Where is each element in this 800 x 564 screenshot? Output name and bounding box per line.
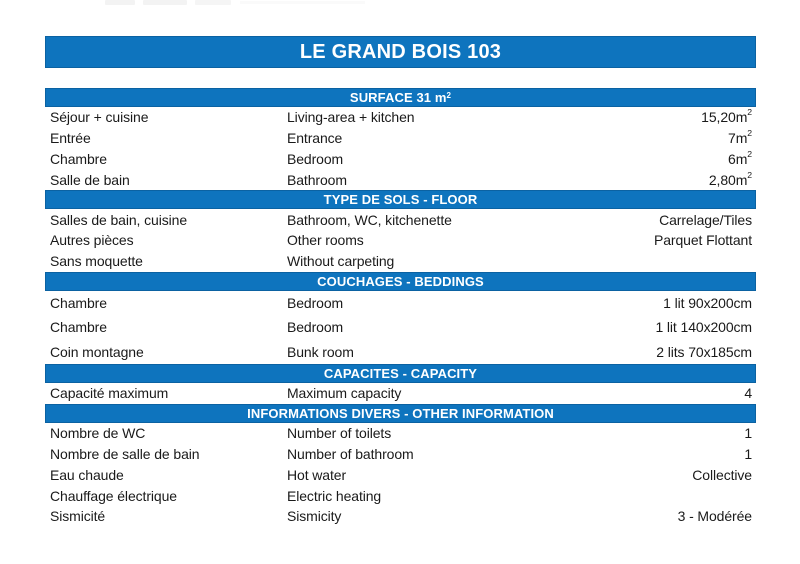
table-row: Nombre de WC Number of toilets 1 (45, 422, 756, 444)
row-label-fr: Sismicité (50, 508, 106, 525)
info-table: SURFACE 31 m 2 Séjour + cuisine Living-area… (45, 88, 756, 527)
page-title: LE GRAND BOIS 103 (299, 40, 502, 63)
section-header: TYPE DE SOLS - FLOOR (45, 190, 756, 210)
row-value: 7m2 (728, 128, 752, 147)
logo-fragment (105, 0, 135, 5)
row-label-en: Bedroom (287, 294, 344, 311)
row-value: Parquet Flottant (653, 232, 752, 249)
property-title-bar: LE GRAND BOIS 103 (45, 36, 756, 68)
row-label-fr: Chauffage électrique (50, 487, 177, 504)
table-row: Chambre Bedroom 6m2 (45, 148, 756, 170)
row-value: 6m2 (728, 149, 752, 167)
row-label-fr: Entrée (50, 130, 91, 147)
row-label-fr: Capacité maximum (50, 385, 169, 402)
section-floor: TYPE DE SOLS - FLOOR Salles de bain, cuis… (45, 190, 756, 272)
row-label-en: Bedroom (287, 150, 344, 167)
row-value: 1 (744, 446, 752, 463)
row-label-fr: Nombre de WC (50, 425, 146, 442)
row-label-en: Bedroom (287, 319, 344, 336)
row-label-en: Bunk room (287, 343, 354, 360)
table-row: Salles de bain, cuisine Bathroom, WC, kit… (45, 209, 756, 230)
section-surface: SURFACE 31 m 2 Séjour + cuisine Living-area… (45, 88, 756, 191)
row-label-en: Living-area + kitchen (287, 109, 415, 126)
table-row: Coin montagne Bunk room 2 lits 70x185cm (45, 339, 756, 365)
row-label-en: Number of bathroom (287, 446, 414, 463)
row-label-en: Sismicity (287, 508, 342, 525)
table-row: Eau chaude Hot water Collective (45, 464, 756, 486)
table-row: Nombre de salle de bain Number of bathroo… (45, 443, 756, 465)
row-label-fr: Sans moquette (50, 253, 143, 270)
row-label-fr: Nombre de salle de bain (50, 446, 200, 463)
row-label-en: Number of toilets (287, 425, 392, 442)
row-label-en: Without carpeting (287, 253, 395, 270)
table-row: Sismicité Sismicity 3 - Modérée (45, 506, 756, 527)
table-row: Salle de bain Bathroom 2,80m2 (45, 169, 756, 191)
table-row: Capacité maximum Maximum capacity 4 (45, 383, 756, 404)
row-value: 15,20m2 (701, 107, 752, 126)
row-value: 1 lit 140x200cm (655, 319, 752, 336)
section-header: CAPACITES - CAPACITY (45, 364, 756, 384)
row-label-en: Hot water (287, 466, 347, 483)
section-header: INFORMATIONS DIVERS - OTHER INFORMATION (45, 403, 756, 423)
table-row: Chambre Bedroom 1 lit 140x200cm (45, 315, 756, 340)
row-label-fr: Eau chaude (50, 466, 124, 483)
table-row: Sans moquette Without carpeting (45, 250, 756, 272)
row-label-fr: Chambre (50, 294, 107, 311)
section-other-information: INFORMATIONS DIVERS - OTHER INFORMATION N… (45, 403, 756, 527)
row-label-fr: Salles de bain, cuisine (50, 211, 188, 228)
row-value: 1 lit 90x200cm (663, 294, 752, 311)
logo-fragment (195, 0, 231, 5)
row-label-fr: Coin montagne (50, 343, 144, 360)
table-row: Entrée Entrance 7m2 (45, 127, 756, 149)
row-label-en: Bathroom, WC, kitchenette (287, 211, 452, 228)
table-row: Chauffage électrique Electric heating (45, 485, 756, 507)
row-label-en: Electric heating (287, 487, 382, 504)
row-value: 2 lits 70x185cm (656, 343, 752, 360)
row-label-en: Bathroom (287, 171, 347, 188)
row-label-fr: Séjour + cuisine (50, 109, 149, 126)
row-value: 4 (744, 385, 752, 402)
row-value: Carrelage/Tiles (659, 211, 752, 228)
cropped-logo-remnant (105, 0, 365, 6)
row-value: 1 (744, 425, 752, 442)
section-beddings: COUCHAGES - BEDDINGS Chambre Bedroom 1 lit … (45, 271, 756, 365)
table-row: Chambre Bedroom 1 lit 90x200cm (45, 290, 756, 316)
logo-fragment (240, 1, 365, 4)
table-row: Autres pièces Other rooms Parquet Flottant (45, 229, 756, 251)
row-label-fr: Chambre (50, 319, 107, 336)
row-label-fr: Autres pièces (50, 232, 134, 249)
section-header: COUCHAGES - BEDDINGS (45, 271, 756, 291)
logo-fragment (143, 0, 187, 5)
row-label-en: Entrance (287, 130, 343, 147)
row-value: Collective (692, 466, 752, 483)
row-label-fr: Chambre (50, 150, 107, 167)
section-capacity: CAPACITES - CAPACITY Capacité maximum Maxi… (45, 364, 756, 404)
row-value: 3 - Modérée (677, 508, 752, 525)
table-row: Séjour + cuisine Living-area + kitchen 15,… (45, 107, 756, 128)
row-label-en: Maximum capacity (287, 385, 402, 402)
row-label-en: Other rooms (287, 232, 364, 249)
row-value: 2,80m2 (708, 169, 752, 188)
row-label-fr: Salle de bain (50, 171, 130, 188)
